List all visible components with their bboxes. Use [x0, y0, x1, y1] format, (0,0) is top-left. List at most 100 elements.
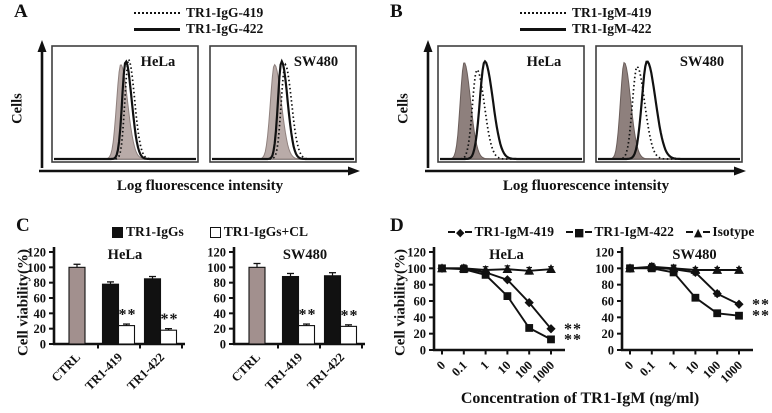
- panel-b-x-axis-label: Log fluorescence intensity: [502, 178, 670, 194]
- legend-label: TR1-IgM-422: [594, 224, 674, 239]
- significance-marker: **: [564, 321, 582, 338]
- panel-d-letter: D: [390, 215, 404, 236]
- panel-a-letter: A: [14, 1, 28, 22]
- dotted-line-sample-icon: [520, 12, 566, 14]
- svg-text:60: 60: [602, 295, 615, 309]
- legend-label: TR1-IgM-422: [572, 21, 652, 36]
- svg-text:20: 20: [414, 327, 427, 341]
- legend-item: TR1-IgM-422: [520, 21, 652, 37]
- x-tick-label: 0.1: [449, 358, 470, 379]
- x-tick-label: 1000: [718, 358, 746, 386]
- histogram-box: HeLa: [437, 45, 585, 163]
- histogram-box: SW480: [595, 45, 743, 163]
- category-label: TR1-422: [124, 350, 167, 393]
- flow-axes: [37, 40, 360, 176]
- x-tick-label: 0: [434, 358, 448, 372]
- x-tick-label: 10: [495, 358, 514, 377]
- category-label: TR1-422: [304, 350, 347, 393]
- panel-a-x-axis-label: Log fluorescence intensity: [116, 178, 284, 194]
- legend-label: TR1-IgGs: [126, 224, 184, 239]
- svg-text:120: 120: [27, 246, 46, 260]
- svg-text:80: 80: [414, 278, 427, 292]
- subplot-title: SW480: [294, 54, 338, 70]
- legend-label: TR1-IgM-419: [474, 224, 554, 239]
- legend-label: TR1-IgG-419: [186, 5, 264, 20]
- legend-label: TR1-IgM-419: [572, 5, 652, 20]
- bar-CTRL: [68, 266, 86, 345]
- subplot-title: HeLa: [141, 54, 176, 70]
- panel-b-plot: HeLa SW480: [423, 40, 746, 176]
- x-tick-label: 10: [683, 358, 702, 377]
- svg-text:60: 60: [34, 292, 47, 306]
- histogram-box: SW480: [209, 45, 357, 163]
- svg-text:100: 100: [595, 262, 614, 276]
- bar-TR1-IgGs+CL: [159, 329, 178, 345]
- panel-a-plot: HeLa SW480: [37, 40, 360, 176]
- histogram-box: HeLa: [51, 45, 199, 163]
- significance-marker: **: [299, 307, 317, 324]
- svg-text:60: 60: [414, 295, 427, 309]
- svg-text:40: 40: [214, 307, 227, 321]
- x-tick-label: 1000: [530, 358, 558, 386]
- solid-histogram-curve: [598, 60, 740, 161]
- solid-histogram-curve: [440, 59, 582, 161]
- dotted-line-sample-icon: [134, 12, 180, 14]
- svg-text:120: 120: [207, 246, 226, 260]
- x-tick-label: 0.1: [637, 358, 658, 379]
- subplot-title: HeLa: [527, 54, 562, 70]
- significance-marker: **: [161, 311, 179, 328]
- category-label: TR1-419: [82, 350, 125, 393]
- panel-c: C TR1-IgGs TR1-IgGs+CL Cell viability(%)…: [0, 200, 386, 413]
- diamond-marker-icon: ◆: [448, 227, 473, 238]
- svg-text:40: 40: [34, 307, 47, 321]
- svg-text:80: 80: [214, 276, 227, 290]
- subplot-title: SW480: [283, 247, 327, 263]
- bar-TR1-IgGs: [281, 275, 300, 345]
- svg-text:0: 0: [40, 338, 46, 352]
- flow-axes: [423, 40, 746, 176]
- bar-TR1-IgGs: [143, 278, 162, 345]
- svg-text:20: 20: [214, 322, 227, 336]
- panel-a: A TR1-IgG-419 TR1-IgG-422 Cells HeLa SW48…: [0, 0, 386, 200]
- svg-text:120: 120: [595, 246, 614, 260]
- significance-marker: **: [564, 331, 582, 348]
- svg-text:80: 80: [34, 276, 47, 290]
- legend-item: ▲ Isotype: [685, 224, 755, 240]
- category-label: CTRL: [49, 350, 83, 384]
- x-tick-label: 1: [477, 358, 491, 372]
- legend-item: TR1-IgG-422: [134, 21, 263, 37]
- category-label: TR1-419: [262, 350, 305, 393]
- legend-label: TR1-IgGs+CL: [223, 224, 308, 239]
- legend-item: TR1-IgG-419: [134, 5, 263, 21]
- svg-text:100: 100: [27, 261, 46, 275]
- svg-text:20: 20: [602, 327, 615, 341]
- panel-d-legend: ◆ TR1-IgM-419 ■ TR1-IgM-422 ▲ Isotype: [448, 224, 754, 240]
- category-label: CTRL: [229, 350, 263, 384]
- subplot-title: HeLa: [108, 247, 143, 263]
- solid-histogram-curve: [54, 59, 196, 161]
- series-Isotype: [625, 261, 744, 274]
- panel-c-legend: TR1-IgGs TR1-IgGs+CL: [112, 224, 308, 240]
- subplot-title: HeLa: [489, 247, 524, 263]
- subplot-title: SW480: [680, 54, 724, 70]
- panel-c-letter: C: [16, 215, 30, 236]
- legend-label: Isotype: [712, 224, 755, 239]
- legend-item: TR1-IgGs: [112, 224, 184, 240]
- panel-b-legend: TR1-IgM-419 TR1-IgM-422: [520, 5, 652, 37]
- svg-text:60: 60: [214, 292, 227, 306]
- bar-TR1-IgGs+CL: [339, 325, 358, 345]
- filled-square-icon: [112, 226, 123, 238]
- open-square-icon: [209, 226, 221, 238]
- svg-text:40: 40: [602, 311, 615, 325]
- triangle-marker-icon: ▲: [685, 227, 711, 238]
- svg-text:0: 0: [220, 338, 226, 352]
